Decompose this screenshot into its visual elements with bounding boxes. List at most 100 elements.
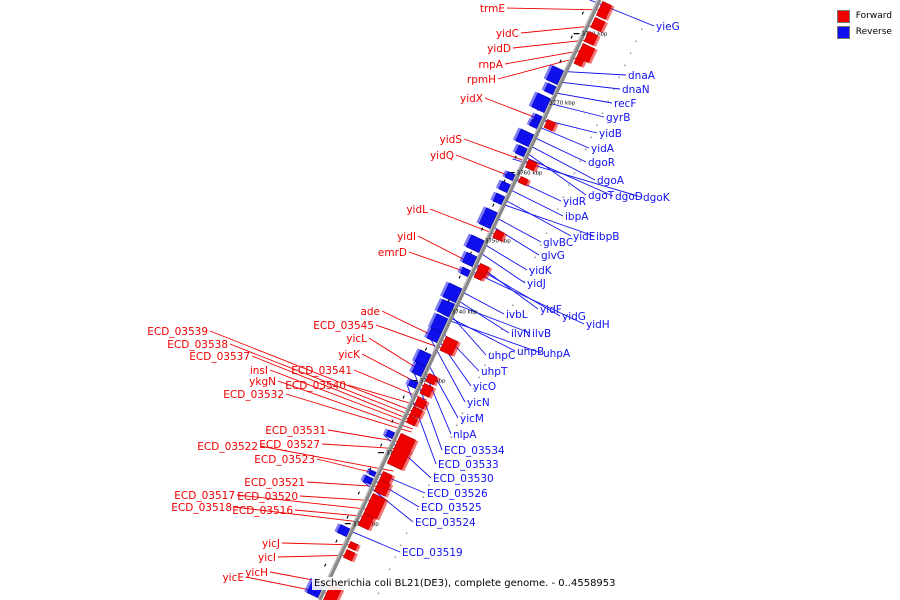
reverse-gene-label: uhpA [543, 348, 571, 360]
forward-gene-label: ECD_03523 [254, 454, 315, 466]
leader-line [236, 494, 376, 511]
forward-gene-label: yidQ [430, 150, 454, 162]
gene-shading [414, 419, 421, 428]
guide-dot [416, 508, 419, 510]
guide-dot [579, 160, 581, 162]
gene-shading [502, 170, 508, 178]
minor-tick [480, 227, 484, 231]
reverse-gene-label: gyrB [606, 112, 630, 124]
gene-shading [428, 387, 437, 399]
reverse-gene-label: ECD_03524 [415, 517, 476, 529]
guide-dot [467, 400, 469, 402]
forward-gene-label: ECD_03516 [232, 505, 293, 517]
forward-gene-label: yicI [258, 552, 276, 564]
forward-gene-label: yicH [245, 567, 268, 579]
gene-shading [419, 410, 426, 420]
gene-shading [530, 112, 536, 120]
reverse-gene-label: ECD_03534 [444, 445, 505, 457]
minor-tick [570, 35, 573, 39]
gene-shading [384, 484, 394, 498]
reverse-gene-label: ibpB [596, 231, 619, 243]
minor-tick [402, 395, 405, 399]
leader-line [233, 506, 370, 524]
forward-gene-label: ECD_03517 [174, 490, 235, 502]
forward-gene-label: yicJ [262, 538, 280, 550]
forward-gene-label: yidC [496, 28, 519, 40]
leader-line [285, 393, 412, 433]
reverse-gene-label: yidE [573, 231, 595, 243]
leader-line [495, 194, 572, 237]
reverse-gene-label: yicM [460, 413, 484, 425]
forward-gene-label: yidS [440, 134, 463, 146]
tick-label: 3770 kbp [549, 101, 575, 107]
reverse-gene-label: yicO [473, 381, 496, 393]
legend-forward: Forward [836, 9, 892, 23]
reverse-gene-label: ibpA [565, 211, 589, 223]
gene-shading [481, 274, 487, 282]
forward-gene-label: rpmH [467, 74, 496, 86]
gene-shading [355, 544, 361, 552]
reverse-gene-label: recF [614, 98, 636, 110]
reverse-swatch [836, 25, 850, 39]
guide-dot [584, 148, 587, 150]
guide-dot [528, 268, 531, 270]
leader-line [446, 300, 531, 334]
gene-shading [490, 191, 497, 201]
gene-shading [525, 179, 532, 187]
guide-dot [388, 568, 391, 570]
forward-gene-label: ECD_03539 [147, 326, 208, 338]
guide-dot [461, 412, 464, 414]
forward-gene-label: ECD_03520 [237, 491, 298, 503]
guide-dot [500, 328, 503, 330]
forward-gene-label: ade [360, 306, 380, 318]
guide-dot [495, 340, 497, 342]
minor-tick [357, 491, 360, 495]
legend-reverse: Reverse [836, 25, 892, 39]
guide-dot [422, 496, 424, 498]
reverse-gene-label: dgoK [643, 192, 671, 204]
gene-shading [434, 297, 443, 312]
minor-tick [424, 347, 428, 351]
guide-dot [394, 556, 396, 558]
gene-shading [459, 250, 467, 263]
forward-gene-label: ECD_03531 [265, 425, 326, 437]
guide-dot [640, 28, 643, 30]
guide-dot [472, 388, 475, 390]
forward-gene-label: ykgN [249, 376, 276, 388]
gene-shading [476, 206, 487, 224]
guide-dot [489, 352, 492, 354]
reverse-gene-label: ECD_03525 [421, 502, 482, 514]
reverse-gene-label: ECD_03533 [438, 459, 499, 471]
minor-tick [346, 515, 349, 519]
leader-line [277, 380, 414, 430]
tick-label: 3760 kbp [517, 171, 543, 177]
gene-shading [401, 440, 419, 472]
guide-dot [635, 40, 637, 42]
gene-shading [433, 377, 440, 387]
reverse-gene-label: dgoT [588, 190, 615, 202]
forward-gene-label: yidD [487, 43, 511, 55]
forward-gene-label: yidI [397, 231, 416, 243]
leader-line [440, 312, 516, 352]
tick-label: 3740 kbp [452, 310, 478, 316]
guide-dot [377, 592, 380, 594]
forward-gene-label: ECD_03518 [171, 502, 232, 514]
gene-shading [600, 21, 608, 34]
leader-line [438, 316, 542, 354]
guide-dot [607, 100, 609, 102]
minor-tick [335, 539, 338, 543]
legend-reverse-label: Reverse [855, 27, 892, 37]
reverse-gene-label: yidJ [527, 278, 546, 290]
leader-line [251, 355, 417, 423]
gene-shading [427, 312, 438, 328]
forward-gene-label: ECD_03537 [189, 351, 250, 363]
guide-dot [556, 208, 559, 210]
leader-line [492, 200, 595, 237]
guide-dot [629, 52, 632, 54]
guide-dot [523, 280, 525, 282]
reverse-gene-label: dnaN [622, 84, 650, 96]
reverse-gene-label: yidK [529, 265, 553, 277]
forward-gene-label: ECD_03532 [223, 389, 284, 401]
gene-shading [424, 326, 432, 339]
